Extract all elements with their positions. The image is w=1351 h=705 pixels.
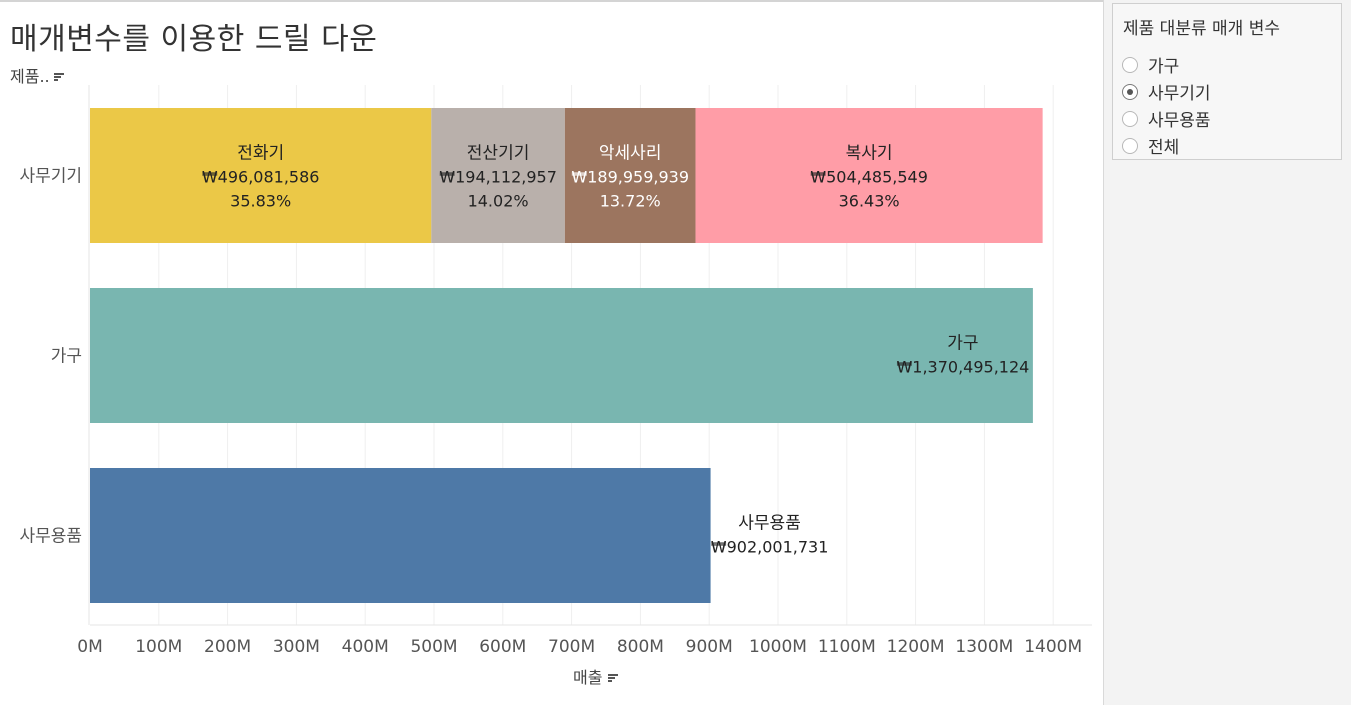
bar-value-label: ₩194,112,957: [439, 168, 557, 187]
radio-option-office-supplies[interactable]: 사무용품: [1122, 106, 1211, 131]
top-divider: [0, 0, 1103, 2]
x-tick-label: 200M: [204, 637, 251, 657]
radio-option-office-machines[interactable]: 사무기기: [1122, 79, 1211, 104]
bar-percent-label: 14.02%: [468, 192, 529, 211]
x-tick-label: 1400M: [1024, 637, 1082, 657]
bar-name-label: 악세사리: [599, 144, 662, 164]
x-tick-label: 1200M: [887, 637, 945, 657]
bar-value-label: ₩496,081,586: [202, 168, 320, 187]
y-category-label: 사무용품: [19, 527, 82, 547]
radio-option-furniture[interactable]: 가구: [1122, 52, 1179, 77]
bar-value-label: ₩504,485,549: [810, 168, 928, 187]
x-tick-label: 700M: [548, 637, 595, 657]
bar-segment: [90, 288, 1033, 423]
bar-percent-label: 36.43%: [839, 192, 900, 211]
bar-value-label: ₩189,959,939: [571, 168, 689, 187]
bar-name-label: 가구: [947, 334, 978, 354]
bar-segment: [431, 108, 565, 243]
bar-segment: [90, 468, 711, 603]
bar-name-label: 전산기기: [467, 144, 530, 164]
bar-segment: [564, 108, 696, 243]
radio-circle[interactable]: [1122, 83, 1138, 100]
x-tick-label: 900M: [686, 637, 733, 657]
bar-chart: 0M 100M 200M 300M 400M 500M 600M 700M 800M 900M 10…: [19, 85, 1092, 657]
x-axis-title[interactable]: 매출: [573, 664, 619, 688]
x-tick-label: 100M: [135, 637, 182, 657]
radio-label: 사무기기: [1148, 84, 1211, 104]
radio-circle[interactable]: [1122, 137, 1138, 154]
row-field-header[interactable]: 제품..: [10, 63, 64, 87]
bar-name-label: 사무용품: [738, 514, 801, 534]
radio-label: 전체: [1148, 138, 1180, 158]
x-tick-label: 600M: [479, 637, 526, 657]
x-tick-label: 500M: [410, 637, 457, 657]
x-axis-title-label: 매출: [573, 668, 603, 687]
x-tick-label: 1000M: [749, 637, 807, 657]
x-tick-label: 1100M: [818, 637, 876, 657]
radio-circle[interactable]: [1122, 110, 1138, 127]
y-category-label: 사무기기: [19, 167, 82, 187]
radio-label: 사무용품: [1148, 111, 1211, 131]
x-tick-label: 1300M: [955, 637, 1013, 657]
sort-icon[interactable]: [53, 73, 64, 81]
bar-value-label: ₩1,370,495,124: [896, 358, 1029, 377]
x-tick-label: 0M: [77, 637, 102, 657]
row-field-label: 제품..: [10, 67, 50, 86]
sort-icon[interactable]: [608, 674, 619, 682]
y-category-label: 가구: [51, 347, 82, 367]
x-tick-label: 300M: [273, 637, 320, 657]
bar-name-label: 전화기: [237, 144, 284, 164]
bar-percent-label: 35.83%: [230, 192, 291, 211]
radio-option-all[interactable]: 전체: [1122, 133, 1179, 158]
radio-circle[interactable]: [1122, 56, 1138, 73]
bar-segment: [695, 108, 1043, 243]
parameter-title: 제품 대분류 매개 변수: [1123, 19, 1280, 39]
x-tick-label: 800M: [617, 637, 664, 657]
parameter-control: 제품 대분류 매개 변수 가구 사무기기 사무용품 전체: [1112, 3, 1342, 160]
radio-label: 가구: [1148, 57, 1180, 77]
bar-name-label: 복사기: [846, 144, 893, 164]
bar-percent-label: 13.72%: [600, 192, 661, 211]
dashboard-title: 매개변수를 이용한 드릴 다운: [10, 22, 378, 57]
bar-segment: [90, 108, 432, 243]
bar-value-label: ₩902,001,731: [711, 538, 829, 557]
x-tick-label: 400M: [342, 637, 389, 657]
